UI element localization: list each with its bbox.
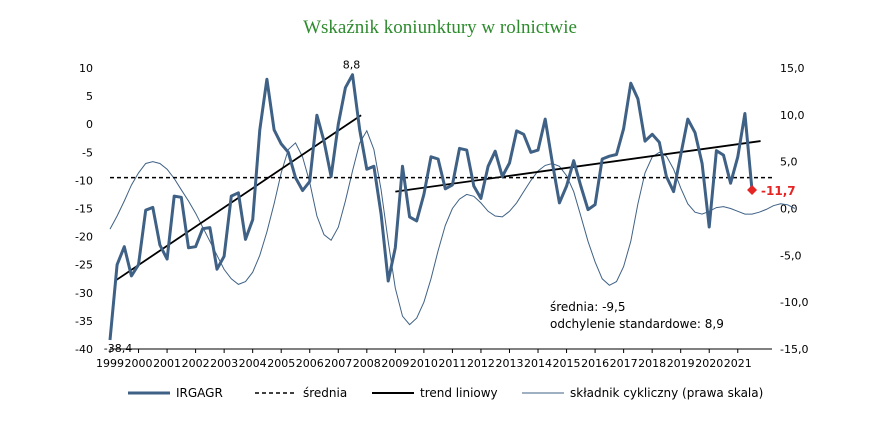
chart-axes: 10 5 0 -5 -10 -15 -20 -25 -30 -35 -40 15,0 10,0 5,0 0,… — [75, 62, 808, 370]
y-right-tick-label: -15,0 — [780, 343, 808, 356]
chart-legend: IRGAGR średnia trend liniowy składnik cy… — [128, 386, 763, 400]
y-right-tick-label: 10,0 — [780, 109, 805, 122]
stats-stddev: odchylenie standardowe: 8,9 — [550, 317, 724, 331]
last-value-label: -11,7 — [761, 184, 796, 198]
x-tick-label: 2013 — [495, 357, 523, 370]
y-left-tick-label: -20 — [75, 231, 93, 244]
x-tick-label: 2016 — [581, 357, 609, 370]
x-tick-label: 2015 — [553, 357, 581, 370]
x-tick-label: 2019 — [667, 357, 695, 370]
y-right-tick-label: -5,0 — [780, 249, 801, 262]
chart-annotations: średnia: -9,5 odchylenie standardowe: 8,… — [104, 59, 796, 355]
y-right-tick-label: 5,0 — [780, 156, 798, 169]
x-tick-label: 2001 — [153, 357, 181, 370]
x-tick-label: 2021 — [724, 357, 752, 370]
x-tick-label: 2012 — [467, 357, 495, 370]
x-tick-label: 2006 — [296, 357, 324, 370]
x-tick-label: 2005 — [267, 357, 295, 370]
x-tick-label: 2020 — [695, 357, 723, 370]
y-left-tick-label: -15 — [75, 203, 93, 216]
y-left-tick-label: -25 — [75, 259, 93, 272]
x-tick-label: 2008 — [353, 357, 381, 370]
x-tick-label: 2014 — [524, 357, 552, 370]
series-line-irgagr — [108, 73, 754, 341]
chart-marks — [108, 73, 796, 341]
y-left-tick-label: -40 — [75, 343, 93, 356]
series-line-cyclic — [109, 129, 796, 326]
y-left-tick-label: -10 — [75, 174, 93, 187]
x-tick-label: 2003 — [210, 357, 238, 370]
max-value-label: 8,8 — [343, 59, 361, 72]
x-tick-label: 2002 — [182, 357, 210, 370]
y-left-tick-label: -30 — [75, 287, 93, 300]
x-tick-label: 2011 — [438, 357, 466, 370]
x-tick-label: 2007 — [324, 357, 352, 370]
x-tick-label: 2017 — [610, 357, 638, 370]
x-tick-label: 2018 — [638, 357, 666, 370]
y-left-tick-label: 10 — [79, 62, 93, 75]
y-left-tick-label: -35 — [75, 315, 93, 328]
legend-label-irgagr: IRGAGR — [176, 386, 223, 400]
legend-label-trend: trend liniowy — [420, 386, 498, 400]
last-point-marker — [747, 184, 758, 195]
stats-mean: średnia: -9,5 — [550, 300, 626, 314]
min-value-label: -38,4 — [104, 342, 132, 355]
y-left-tick-label: -5 — [82, 146, 93, 159]
x-tick-label: 2009 — [381, 357, 409, 370]
legend-label-cyclic: składnik cykliczny (prawa skala) — [570, 386, 763, 400]
chart-title: Wskaźnik koniunktury w rolnictwie — [303, 17, 577, 38]
x-tick-label: 2000 — [125, 357, 153, 370]
x-tick-label: 2010 — [410, 357, 438, 370]
y-left-tick-label: 5 — [86, 90, 93, 103]
y-right-tick-label: -10,0 — [780, 296, 808, 309]
x-tick-label: 2004 — [239, 357, 267, 370]
y-left-tick-label: 0 — [86, 118, 93, 131]
y-right-tick-label: 0,0 — [780, 203, 798, 216]
y-right-tick-label: 15,0 — [780, 62, 805, 75]
x-tick-label: 1999 — [96, 357, 124, 370]
legend-label-srednia: średnia — [303, 386, 347, 400]
